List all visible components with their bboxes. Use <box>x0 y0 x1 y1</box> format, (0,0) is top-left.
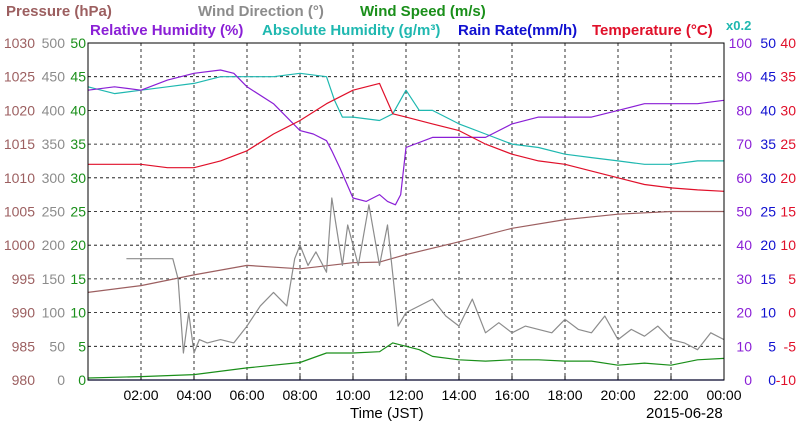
y-tick-label-rain: 50 <box>760 35 776 51</box>
y-tick-label-rain: 15 <box>760 271 776 287</box>
y-tick-label-temp: 40 <box>780 35 796 51</box>
x-axis-label: Time (JST) <box>350 405 424 422</box>
y-tick-label-rain: 35 <box>760 136 776 152</box>
x-tick-label: 22:00 <box>653 387 688 403</box>
y-tick-label-wind_speed: 40 <box>70 102 86 118</box>
y-tick-label-pressure: 1015 <box>4 136 35 152</box>
y-tick-label-rel_hum: 30 <box>736 271 752 287</box>
y-tick-label-rain: 5 <box>768 338 776 354</box>
y-tick-label-wind_dir: 300 <box>42 170 66 186</box>
y-tick-label-rain: 45 <box>760 69 776 85</box>
x-tick-label: 00:00 <box>706 387 741 403</box>
y-tick-label-rain: 20 <box>760 237 776 253</box>
y-tick-label-pressure: 990 <box>12 305 36 321</box>
y-tick-label-pressure: 985 <box>12 338 36 354</box>
x-tick-label: 04:00 <box>176 387 211 403</box>
y-tick-label-wind_speed: 35 <box>70 136 86 152</box>
y-tick-label-rel_hum: 70 <box>736 136 752 152</box>
x-tick-label: 12:00 <box>388 387 423 403</box>
series-line-wind_dir <box>126 197 725 354</box>
y-tick-label-rain: 30 <box>760 170 776 186</box>
y-tick-label-wind_speed: 20 <box>70 237 86 253</box>
y-tick-label-pressure: 1030 <box>4 35 35 51</box>
legend-wind-direction: Wind Direction (°) <box>198 3 324 20</box>
y-tick-label-wind_dir: 50 <box>49 338 65 354</box>
series-lines <box>87 69 725 381</box>
x-tick-label: 14:00 <box>441 387 476 403</box>
y-tick-label-rain: 40 <box>760 102 776 118</box>
y-tick-label-wind_speed: 30 <box>70 170 86 186</box>
y-tick-label-rel_hum: 10 <box>736 338 752 354</box>
legend-relative-humidity: Relative Humidity (%) <box>90 22 243 39</box>
y-tick-label-rain: 10 <box>760 305 776 321</box>
y-tick-label-temp: 15 <box>780 204 796 220</box>
legend-absolute-humidity: Absolute Humidity (g/m³) <box>262 22 440 39</box>
y-tick-label-temp: 5 <box>788 271 796 287</box>
x-tick-label: 20:00 <box>600 387 635 403</box>
y-tick-label-wind_dir: 0 <box>57 372 65 388</box>
y-tick-label-rel_hum: 50 <box>736 204 752 220</box>
y-tick-label-wind_dir: 250 <box>42 204 66 220</box>
x-tick-label: 18:00 <box>547 387 582 403</box>
y-tick-label-pressure: 1020 <box>4 102 35 118</box>
x-tick-label: 02:00 <box>123 387 158 403</box>
x-tick-label: 08:00 <box>282 387 317 403</box>
y-tick-label-temp: 10 <box>780 237 796 253</box>
y-tick-label-pressure: 1010 <box>4 170 35 186</box>
y-tick-label-rel_hum: 80 <box>736 102 752 118</box>
x-tick-label: 16:00 <box>494 387 529 403</box>
y-tick-label-wind_dir: 500 <box>42 35 66 51</box>
y-tick-label-wind_dir: 350 <box>42 136 66 152</box>
y-tick-label-rain: 0 <box>768 372 776 388</box>
x-tick-label: 10:00 <box>335 387 370 403</box>
legend-rain-rate: Rain Rate(mm/h) <box>458 22 577 39</box>
y-tick-label-wind_speed: 10 <box>70 305 86 321</box>
y-tick-label-temp: 25 <box>780 136 796 152</box>
y-tick-label-wind_dir: 100 <box>42 305 66 321</box>
y-tick-label-wind_speed: 45 <box>70 69 86 85</box>
y-tick-label-rel_hum: 40 <box>736 237 752 253</box>
y-tick-label-wind_dir: 200 <box>42 237 66 253</box>
legend-temperature: Temperature (°C) <box>592 22 713 39</box>
y-tick-label-wind_dir: 400 <box>42 102 66 118</box>
y-tick-label-temp: -5 <box>784 338 797 354</box>
y-tick-label-pressure: 995 <box>12 271 36 287</box>
y-tick-label-pressure: 1025 <box>4 69 35 85</box>
y-tick-label-rel_hum: 0 <box>744 372 752 388</box>
y-tick-label-pressure: 980 <box>12 372 36 388</box>
legend-scale-note: x0.2 <box>726 18 751 33</box>
y-tick-label-temp: 35 <box>780 69 796 85</box>
series-line-temp <box>88 82 725 192</box>
x-tick-label: 06:00 <box>229 387 264 403</box>
legend-pressure: Pressure (hPa) <box>6 3 112 20</box>
date-label: 2015-06-28 <box>646 405 723 422</box>
y-tick-label-wind_speed: 15 <box>70 271 86 287</box>
y-tick-label-pressure: 1000 <box>4 237 35 253</box>
y-tick-label-rel_hum: 60 <box>736 170 752 186</box>
y-tick-label-wind_dir: 450 <box>42 69 66 85</box>
plot-frame <box>87 42 725 381</box>
y-tick-label-rain: 25 <box>760 204 776 220</box>
y-tick-label-temp: 30 <box>780 102 796 118</box>
legend-wind-speed: Wind Speed (m/s) <box>360 3 486 20</box>
y-tick-label-rel_hum: 100 <box>729 35 753 51</box>
axes: 9809859909951000100510101015102010251030… <box>4 35 796 403</box>
y-tick-label-temp: -10 <box>776 372 796 388</box>
y-tick-label-wind_speed: 50 <box>70 35 86 51</box>
grid <box>88 43 724 380</box>
series-line-rel_hum <box>87 69 725 206</box>
series-line-pressure <box>87 210 724 293</box>
y-tick-label-rel_hum: 90 <box>736 69 752 85</box>
y-tick-label-temp: 0 <box>788 305 796 321</box>
y-tick-label-rel_hum: 20 <box>736 305 752 321</box>
y-tick-label-wind_speed: 0 <box>78 372 86 388</box>
series-line-wind_speed <box>87 342 725 379</box>
y-tick-label-temp: 20 <box>780 170 796 186</box>
y-tick-label-wind_dir: 150 <box>42 271 66 287</box>
legend: Pressure (hPa) Wind Direction (°) Wind S… <box>6 3 751 39</box>
y-tick-label-wind_speed: 25 <box>70 204 86 220</box>
y-tick-label-wind_speed: 5 <box>78 338 86 354</box>
y-tick-label-pressure: 1005 <box>4 204 35 220</box>
